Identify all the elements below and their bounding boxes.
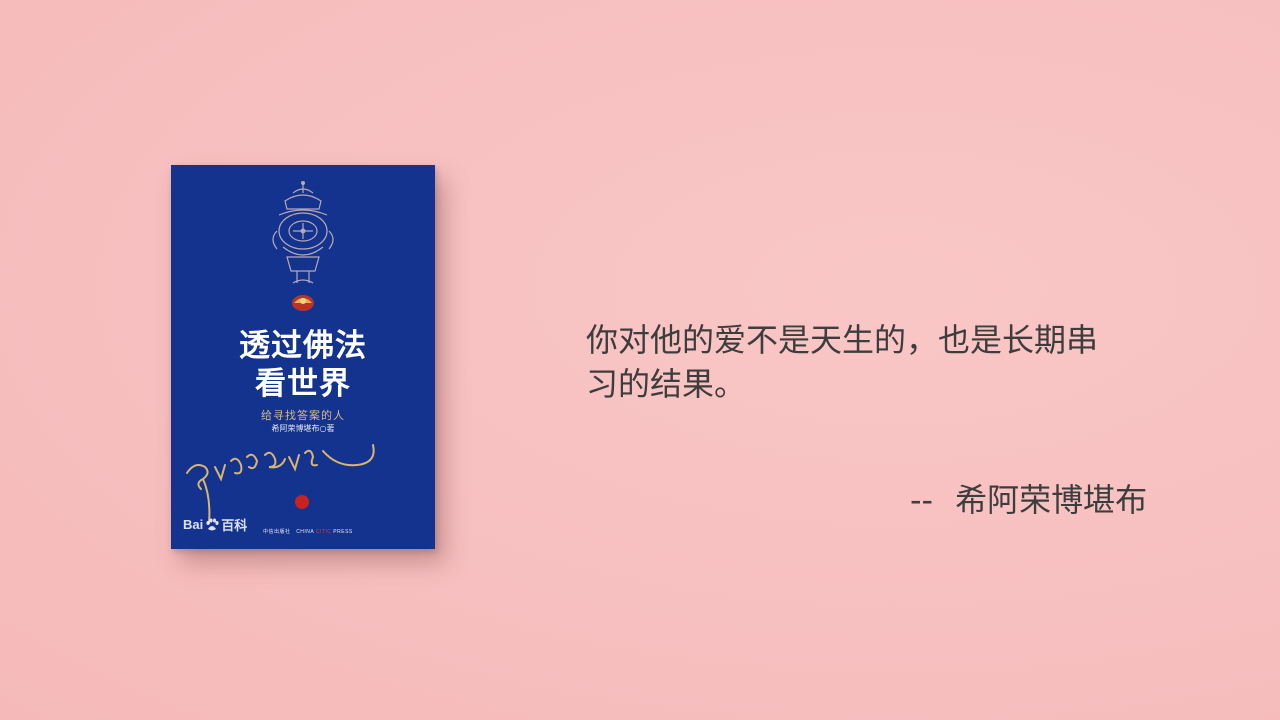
publisher-name: 中信出版社 [263, 529, 291, 535]
tibetan-signature-icon [181, 437, 381, 527]
book-title-line-2: 看世界 [171, 365, 435, 403]
publisher-en-left: CHINA [296, 529, 316, 535]
quote-text: 你对他的爱不是天生的，也是长期串 习的结果。 [586, 318, 1186, 406]
book-title-line-1: 透过佛法 [171, 327, 435, 365]
paw-icon [205, 518, 219, 532]
watermark-left-text: Bai [183, 517, 203, 532]
watermark-right-text: 百科 [221, 515, 247, 534]
publisher-seal-icon [295, 495, 309, 509]
buddhist-emblem-icon [263, 179, 343, 319]
attribution-author: 希阿荣博堪布 [955, 481, 1147, 519]
quote-line-2: 习的结果。 [586, 362, 1186, 406]
book-subtitle: 给寻找答案的人 [171, 407, 435, 423]
attribution-dash: -- [910, 481, 933, 519]
publisher-en-right: PRESS [331, 529, 352, 535]
book-author: 希阿荣博堪布○著 [171, 423, 435, 434]
book-publisher: 中信出版社 CHINA CITIC PRESS [263, 528, 353, 535]
book-cover: 透过佛法 看世界 给寻找答案的人 希阿荣博堪布○著 Bai [171, 165, 435, 549]
quote-line-1: 你对他的爱不是天生的，也是长期串 [586, 318, 1186, 362]
publisher-en-mid: CITIC [316, 529, 332, 535]
quote-attribution: -- 希阿荣博堪布 [910, 478, 1147, 522]
baidu-watermark: Bai 百科 [183, 515, 247, 534]
